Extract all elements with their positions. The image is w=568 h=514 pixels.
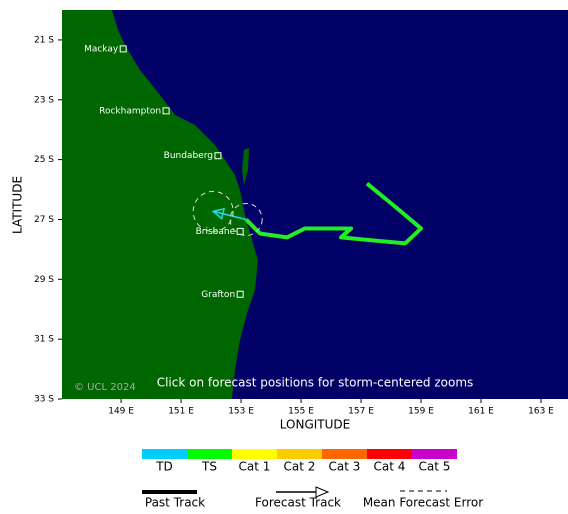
y-tick-label: 29 S: [34, 275, 54, 285]
y-axis-label: LATITUDE: [11, 176, 25, 234]
category-label: Cat 4: [374, 460, 406, 474]
island: [242, 148, 249, 185]
city-marker: [236, 290, 244, 298]
city-label: Rockhampton: [99, 106, 161, 116]
city-label: Bundaberg: [164, 151, 213, 161]
x-tick-label: 151 E: [168, 407, 194, 417]
category-label: Cat 2: [284, 460, 316, 474]
category-label: TD: [155, 460, 173, 474]
credit: © UCL 2024: [74, 382, 136, 393]
x-tick-label: 157 E: [348, 407, 374, 417]
x-tick-label: 153 E: [228, 407, 254, 417]
category-swatch: [367, 449, 412, 459]
category-swatch: [277, 449, 322, 459]
land: [62, 10, 258, 399]
category-swatch: [322, 449, 367, 459]
city-marker: [119, 45, 127, 53]
y-tick-label: 33 S: [34, 395, 54, 405]
category-swatch: [232, 449, 277, 459]
city-marker: [214, 152, 222, 160]
category-label: TS: [201, 460, 217, 474]
category-swatch: [412, 449, 457, 459]
forecast-arrow: [211, 207, 226, 220]
past-track: [244, 182, 424, 246]
forecast-arrow-sample: [315, 486, 330, 498]
x-axis-label: LONGITUDE: [280, 418, 350, 432]
legend-label: Mean Forecast Error: [363, 496, 483, 510]
error-circle: [192, 190, 234, 232]
x-tick-label: 155 E: [288, 407, 314, 417]
city-label: Brisbane: [196, 227, 236, 237]
y-tick-label: 23 S: [34, 95, 54, 105]
x-tick-label: 163 E: [528, 407, 554, 417]
y-tick-label: 31 S: [34, 335, 54, 345]
x-tick-label: 159 E: [408, 407, 434, 417]
map-note: Click on forecast positions for storm-ce…: [157, 376, 474, 390]
category-label: Cat 5: [419, 460, 451, 474]
city-marker: [162, 107, 170, 115]
category-swatch: [187, 449, 232, 459]
error-circle: [229, 202, 263, 236]
x-tick-label: 161 E: [468, 407, 494, 417]
legend-label: Past Track: [145, 496, 205, 510]
legend-label: Forecast Track: [255, 496, 341, 510]
category-label: Cat 3: [329, 460, 361, 474]
forecast-track: [212, 210, 247, 221]
city-label: Grafton: [201, 290, 235, 300]
y-tick-label: 25 S: [34, 155, 54, 165]
category-swatch: [142, 449, 187, 459]
y-tick-label: 21 S: [34, 35, 54, 45]
x-tick-label: 149 E: [108, 407, 134, 417]
city-label: Mackay: [84, 44, 119, 54]
y-tick-label: 27 S: [34, 215, 54, 225]
category-label: Cat 1: [239, 460, 271, 474]
